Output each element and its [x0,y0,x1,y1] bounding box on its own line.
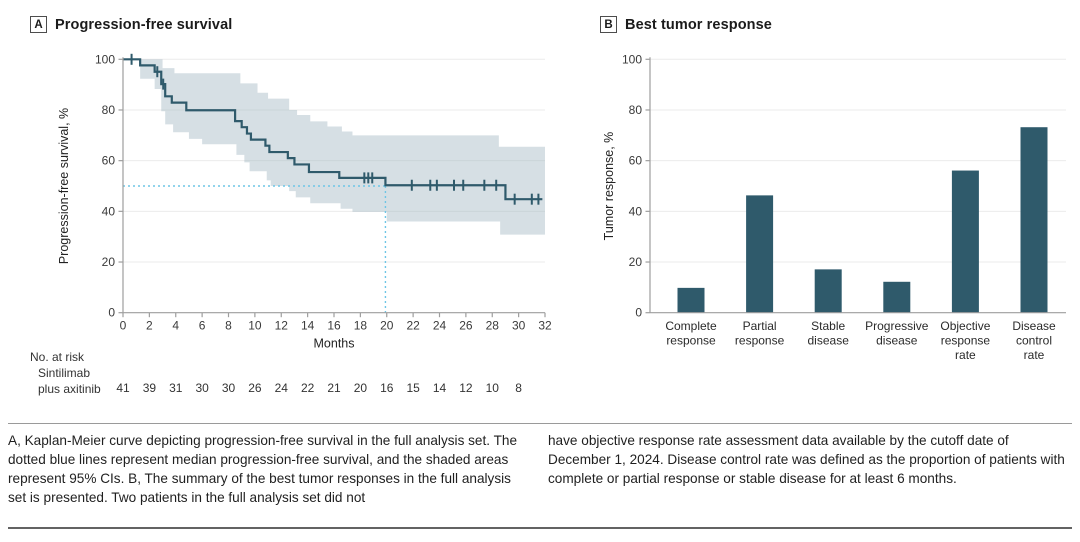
panel-b-header: B Best tumor response [600,16,772,33]
km-curve [123,58,543,201]
category-label: rate [955,348,976,362]
x-tick-label: 24 [433,319,447,333]
y-tick-label: 40 [629,204,643,218]
category-label: Complete [665,319,717,333]
x-tick-label: 18 [354,319,368,333]
x-tick-label: 2 [146,319,153,333]
panel-b-title: Best tumor response [625,16,772,33]
bar [883,281,911,313]
category-label: response [666,334,716,348]
at-risk-count: 12 [459,381,473,395]
at-risk-count: 39 [143,381,157,395]
at-risk-group-line2: plus axitinib [38,382,101,396]
bar [951,170,979,313]
x-axis-title: Months [314,337,355,351]
x-tick-label: 12 [275,319,289,333]
y-tick-label: 100 [95,52,115,66]
y-tick-label: 0 [108,306,115,320]
at-risk-count: 30 [195,381,209,395]
at-risk-count: 26 [248,381,262,395]
at-risk-count: 31 [169,381,183,395]
at-risk-count: 24 [275,381,289,395]
bar [814,269,842,313]
x-tick-label: 28 [486,319,500,333]
category-label: response [735,334,785,348]
ci-band [123,59,545,235]
y-tick-label: 20 [629,255,643,269]
y-tick-label: 100 [622,52,642,66]
caption-right-column: have objective response rate assessment … [548,433,1065,486]
category-label: Stable [811,319,845,333]
y-tick-label: 0 [635,306,642,320]
y-tick-label: 80 [102,103,116,117]
x-tick-label: 6 [199,319,206,333]
category-label: disease [808,334,850,348]
at-risk-count: 8 [515,381,522,395]
y-tick-label: 40 [102,204,116,218]
x-tick-label: 22 [406,319,420,333]
at-risk-label: No. at risk [30,350,85,364]
panel-b-letter-box: B [600,16,617,33]
caption-top-rule [8,423,1072,424]
figure-bottom-rule [8,527,1072,529]
panel-a-header: A Progression-free survival [30,16,232,33]
category-label: rate [1024,348,1045,362]
at-risk-count: 21 [327,381,341,395]
bar-chart: 020406080100CompleteresponsePartialrespo… [602,52,1066,362]
x-tick-label: 20 [380,319,394,333]
at-risk-group-line1: Sintilimab [38,366,91,380]
category-label: Disease [1012,319,1056,333]
x-tick-label: 30 [512,319,526,333]
x-tick-label: 26 [459,319,473,333]
x-tick-label: 10 [248,319,262,333]
at-risk-count: 10 [486,381,500,395]
at-risk-count: 16 [380,381,394,395]
x-tick-label: 0 [120,319,127,333]
category-label: response [941,334,991,348]
panel-a-letter-box: A [30,16,47,33]
at-risk-count: 15 [406,381,420,395]
at-risk-count: 22 [301,381,315,395]
category-label: disease [876,334,918,348]
category-label: Partial [743,319,777,333]
x-tick-label: 14 [301,319,315,333]
y-tick-label: 60 [102,154,116,168]
category-label: Objective [940,319,990,333]
bar [677,287,705,313]
y-axis-title: Tumor response, % [602,132,616,241]
x-tick-label: 32 [538,319,552,333]
bar [1020,127,1048,313]
y-axis-title: Progression-free survival, % [57,108,71,264]
category-label: control [1016,334,1052,348]
category-label: Progressive [865,319,929,333]
at-risk-count: 41 [116,381,130,395]
at-risk-count: 14 [433,381,447,395]
caption-left-column: A, Kaplan-Meier curve depicting progress… [8,433,518,505]
at-risk-count: 30 [222,381,236,395]
x-tick-label: 16 [327,319,341,333]
x-tick-label: 4 [172,319,179,333]
panel-a-title: Progression-free survival [55,16,233,33]
bar [746,195,774,313]
x-tick-label: 8 [225,319,232,333]
y-tick-label: 20 [102,255,116,269]
y-tick-label: 80 [629,103,643,117]
y-tick-label: 60 [629,154,643,168]
at-risk-count: 20 [354,381,368,395]
